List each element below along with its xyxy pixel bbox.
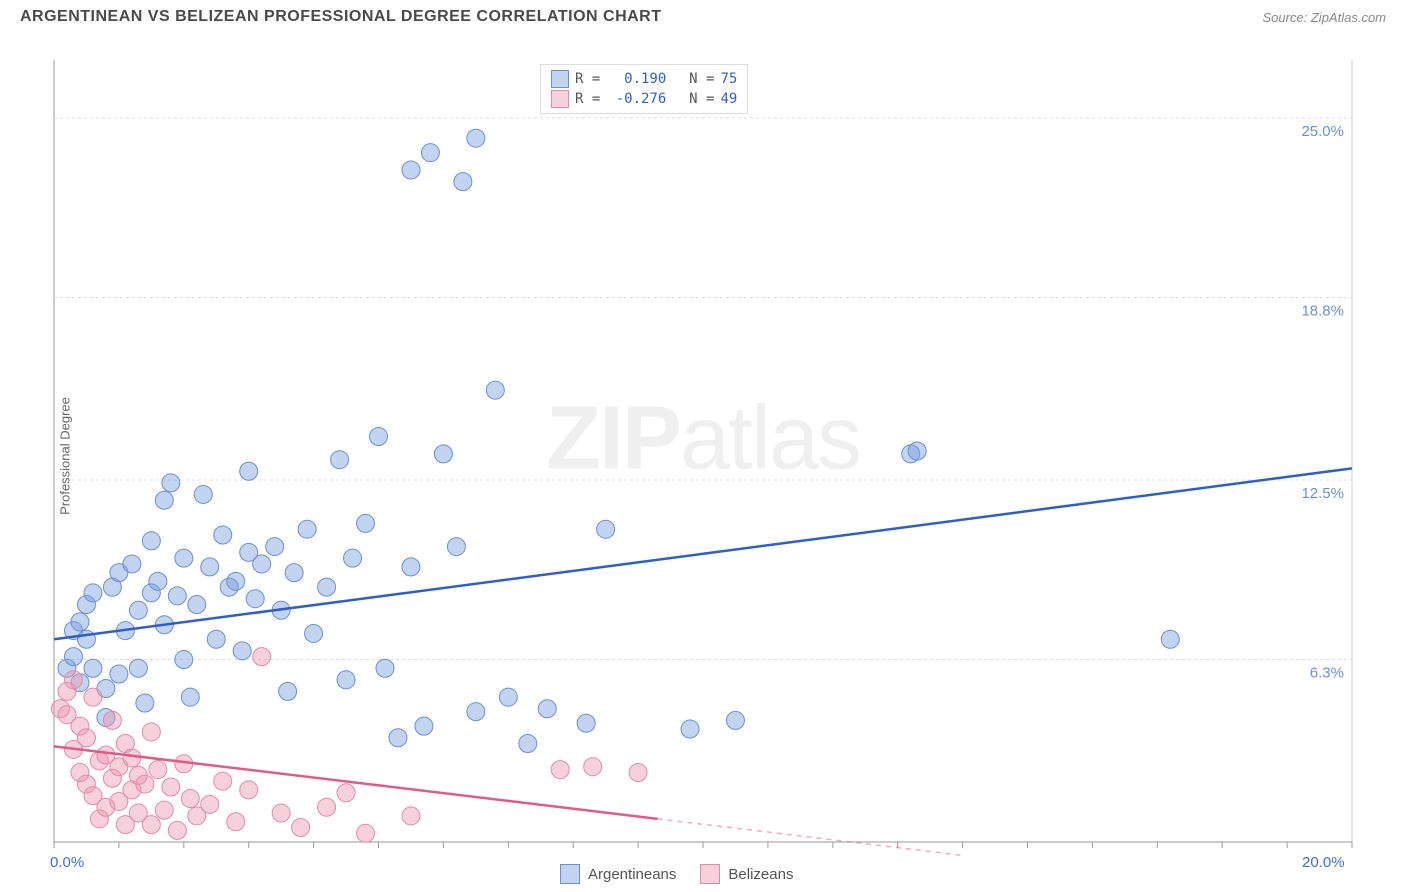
x-axis-end-label: 20.0% (1302, 854, 1345, 871)
svg-text:6.3%: 6.3% (1310, 665, 1344, 682)
svg-text:18.8%: 18.8% (1301, 302, 1344, 319)
svg-text:12.5%: 12.5% (1301, 485, 1344, 502)
source-attribution: Source: ZipAtlas.com (1262, 10, 1386, 25)
x-axis-start-label: 0.0% (50, 854, 84, 871)
y-axis-label: Professional Degree (57, 397, 72, 515)
svg-text:25.0%: 25.0% (1301, 123, 1344, 140)
correlation-scatter-chart: 6.3% 12.5% 18.8% 25.0% (0, 26, 1406, 886)
series-legend: Argentineans Belizeans (560, 864, 793, 884)
stats-legend: R =0.190 N =75R =-0.276 N =49 (540, 64, 748, 114)
legend-item: Argentineans (560, 864, 676, 884)
legend-item: Belizeans (700, 864, 793, 884)
chart-title: ARGENTINEAN VS BELIZEAN PROFESSIONAL DEG… (20, 8, 662, 26)
